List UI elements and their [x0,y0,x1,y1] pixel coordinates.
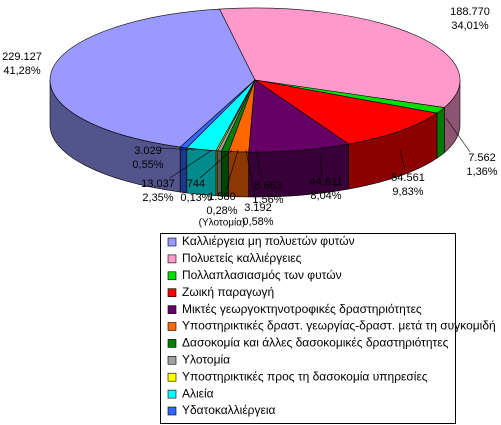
legend-label: Υποστηρικτικές δραστ. γεωργίας-δραστ. με… [182,319,496,333]
value-label: 744 [187,178,205,190]
percent-label: 8,04% [310,190,341,202]
legend: Καλλιέργεια μη πολυετών φυτών Πολυετείς κ… [160,233,496,424]
value-label: 44.611 [310,176,343,188]
slice-side [179,146,188,194]
legend-swatch [167,288,177,298]
legend-label: Πολυετείς καλλιέργειες [182,251,302,265]
legend-label: Μικτές γεωργοκτηνοτροφικές δραστηριότητε… [182,302,422,316]
legend-swatch [167,372,177,382]
legend-swatch [167,305,177,314]
leader-line [445,117,471,153]
slice-side [220,150,229,197]
leader-line [199,149,233,179]
value-label: 3.029 [134,145,162,157]
legend-box [160,233,456,424]
leader-line [319,154,323,177]
leader-line [159,147,196,151]
legend-label: Υδατοκαλλιέργεια [182,403,276,417]
slice [248,79,350,153]
value-label: 1.580 [208,191,236,203]
legend-swatch [167,322,177,331]
legend-swatch [167,339,177,348]
legend-label: Υλοτομία [182,352,230,366]
leader-line [169,149,213,179]
value-label: 54.561 [391,172,425,184]
value-label: 188.770 [450,6,490,18]
legend-label: Πολλαπλασιασμός των φυτών [182,268,342,282]
percent-label: 9,83% [392,186,423,198]
percent-label: 1,56% [252,194,283,206]
legend-label: Υποστηρικτικές προς τη δασοκομία υπηρεσί… [182,369,428,383]
leader-line [245,149,257,203]
slice [179,79,256,149]
value-label: 7.562 [468,152,496,164]
percent-label: 0,28% [206,205,237,217]
percent-label: 0,58% [242,216,273,228]
slice [49,8,256,148]
value-label: 8.663 [254,180,282,192]
value-label: 3.192 [244,202,272,214]
percent-label: 41,28% [3,65,41,77]
slice-side [217,150,222,197]
slice [219,7,461,108]
percent-label: 34,01% [451,20,489,32]
percent-label: 0,55% [132,159,163,171]
slice [254,79,438,145]
percent-label: 1,36% [466,166,497,178]
legend-swatch [167,355,177,365]
value-label: 229.127 [2,51,42,63]
legend-swatch [167,406,177,416]
legend-label: Καλλιέργεια μη πολυετών φυτών [182,234,355,248]
legend-label: Δασοκομία και άλλες δασοκομικές δραστηρι… [182,336,449,350]
legend-swatch [167,237,177,247]
annotation: (Υλοτομία) [199,217,246,229]
percent-label: 0,13% [180,192,211,204]
legend-label: Ζωική παραγωγή [182,285,274,299]
value-label: 13.037 [141,178,175,190]
leader-line [225,149,239,191]
legend-swatch [167,271,177,281]
legend-swatch [167,389,177,399]
leader-line [399,149,406,171]
legend-swatch [167,254,177,264]
percent-label: 2,35% [142,192,173,204]
legend-label: Αλιεία [182,386,214,400]
slice-side [436,106,445,159]
leader-line [255,149,263,181]
